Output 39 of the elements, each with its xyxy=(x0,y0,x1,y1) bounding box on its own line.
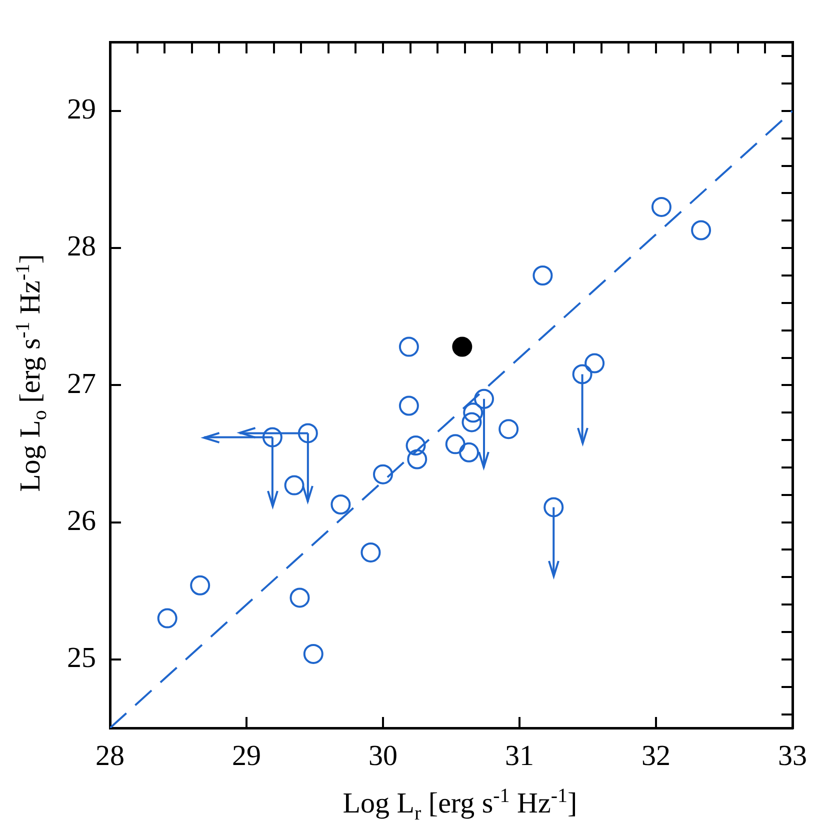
point xyxy=(458,442,479,462)
point xyxy=(406,436,426,456)
y-tick-label: 26 xyxy=(67,504,96,537)
x-tick-label: 31 xyxy=(505,740,534,772)
point xyxy=(407,449,428,470)
x-tick-label: 28 xyxy=(96,740,124,772)
point xyxy=(445,434,466,454)
point xyxy=(462,412,482,432)
x-tick-label: 32 xyxy=(642,740,670,772)
x-tick-label: 30 xyxy=(368,740,398,772)
point xyxy=(303,644,324,664)
point xyxy=(373,464,393,484)
point xyxy=(157,608,178,628)
point xyxy=(651,196,672,217)
point xyxy=(452,336,472,357)
y-tick-label: 29 xyxy=(67,94,96,126)
x-axis-title: Log L$_{r}$ [erg s$^{-1}$ Hz$^{-1}$] xyxy=(342,785,578,826)
point xyxy=(284,475,304,496)
point xyxy=(298,423,318,444)
point xyxy=(330,494,351,514)
y-tick-label: 27 xyxy=(67,368,96,400)
point xyxy=(691,220,712,240)
point xyxy=(572,364,592,384)
point xyxy=(463,402,484,423)
point xyxy=(290,588,310,608)
point xyxy=(584,353,605,374)
x-tick-label: 29 xyxy=(232,740,261,772)
point xyxy=(398,396,419,416)
point xyxy=(544,497,564,518)
point xyxy=(398,336,419,357)
y-tick-label: 28 xyxy=(67,230,96,263)
point xyxy=(360,542,381,562)
point xyxy=(190,575,210,596)
point xyxy=(532,266,553,286)
point xyxy=(498,419,519,440)
point xyxy=(474,388,494,409)
y-tick-label: 25 xyxy=(67,642,96,674)
x-tick-label: 33 xyxy=(778,740,807,772)
point xyxy=(262,427,282,448)
